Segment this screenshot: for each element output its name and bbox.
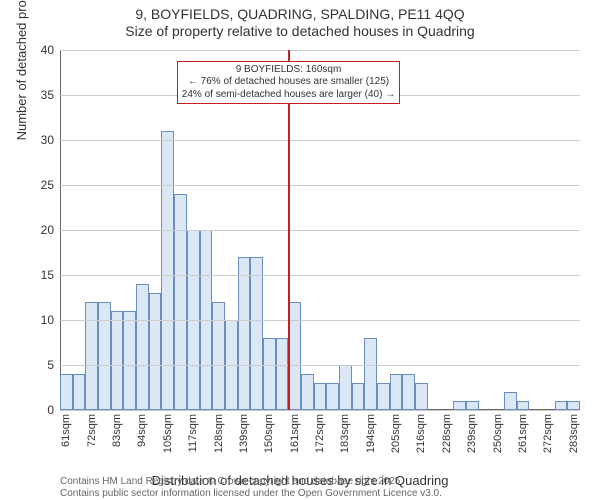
- y-gridline: [60, 410, 580, 411]
- x-tick-label: 261sqm: [517, 414, 529, 453]
- y-gridline: [60, 185, 580, 186]
- y-tick-label: 30: [41, 133, 54, 147]
- y-tick-label: 15: [41, 268, 54, 282]
- page-subtitle: Size of property relative to detached ho…: [0, 23, 600, 40]
- y-tick-label: 20: [41, 223, 54, 237]
- x-tick-label: 161sqm: [289, 414, 301, 453]
- x-tick-label: 283sqm: [568, 414, 580, 453]
- x-tick-label: 83sqm: [111, 414, 123, 447]
- y-gridline: [60, 320, 580, 321]
- y-gridline: [60, 140, 580, 141]
- y-tick-label: 5: [47, 358, 54, 372]
- y-gridline: [60, 50, 580, 51]
- x-tick-label: 128sqm: [213, 414, 225, 453]
- x-tick-label: 183sqm: [339, 414, 351, 453]
- y-tick-label: 10: [41, 313, 54, 327]
- x-tick-label: 250sqm: [492, 414, 504, 453]
- callout-line: 9 BOYFIELDS: 160sqm: [182, 64, 395, 77]
- y-axis-label: Number of detached properties: [14, 0, 29, 140]
- x-tick-label: 139sqm: [238, 414, 250, 453]
- x-tick-label: 228sqm: [441, 414, 453, 453]
- y-gridline: [60, 365, 580, 366]
- x-tick-label: 216sqm: [415, 414, 427, 453]
- x-tick-label: 172sqm: [314, 414, 326, 453]
- y-tick-label: 35: [41, 88, 54, 102]
- x-tick-label: 205sqm: [390, 414, 402, 453]
- y-tick-label: 25: [41, 178, 54, 192]
- attribution-footer: Contains HM Land Registry data © Crown c…: [60, 476, 442, 500]
- x-tick-label: 194sqm: [365, 414, 377, 453]
- x-tick-label: 61sqm: [60, 414, 72, 447]
- callout-line: 24% of semi-detached houses are larger (…: [182, 89, 395, 102]
- x-tick-label: 94sqm: [136, 414, 148, 447]
- x-tick-label: 272sqm: [542, 414, 554, 453]
- y-gridline: [60, 275, 580, 276]
- footer-line-2: Contains public sector information licen…: [60, 488, 442, 500]
- y-tick-label: 40: [41, 43, 54, 57]
- callout-box: 9 BOYFIELDS: 160sqm← 76% of detached hou…: [177, 61, 400, 105]
- histogram-chart: 61sqm72sqm83sqm94sqm105sqm117sqm128sqm13…: [60, 50, 580, 410]
- y-tick-label: 0: [47, 403, 54, 417]
- x-tick-label: 72sqm: [86, 414, 98, 447]
- x-tick-label: 117sqm: [187, 414, 199, 452]
- page-title: 9, BOYFIELDS, QUADRING, SPALDING, PE11 4…: [0, 0, 600, 23]
- callout-line: ← 76% of detached houses are smaller (12…: [182, 76, 395, 89]
- x-tick-label: 105sqm: [162, 414, 174, 453]
- x-tick-label: 150sqm: [263, 414, 275, 453]
- y-gridline: [60, 230, 580, 231]
- footer-line-1: Contains HM Land Registry data © Crown c…: [60, 476, 442, 488]
- x-tick-label: 239sqm: [466, 414, 478, 453]
